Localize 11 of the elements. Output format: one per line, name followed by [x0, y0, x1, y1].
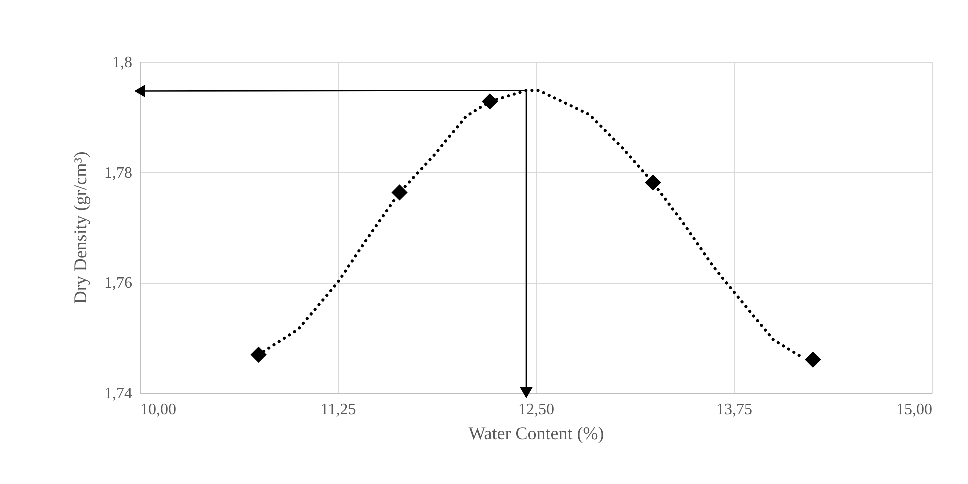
y-tick-label: 1,76	[104, 275, 132, 292]
y-tick-label: 1,74	[104, 386, 132, 402]
y-axis-title: Dry Density (gr/cm³)	[70, 152, 90, 304]
x-tick-label: 13,75	[716, 402, 752, 418]
x-tick-label: 12,50	[518, 402, 554, 418]
x-tick-label: 10,00	[140, 402, 176, 418]
x-tick-label: 15,00	[896, 402, 932, 418]
x-axis-title: Water Content (%)	[468, 424, 604, 444]
y-tick-label: 1,8	[112, 54, 132, 72]
y-tick-label: 1,78	[104, 164, 132, 182]
x-tick-label: 11,25	[320, 402, 356, 418]
